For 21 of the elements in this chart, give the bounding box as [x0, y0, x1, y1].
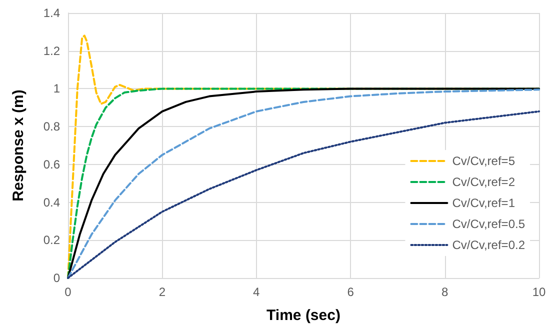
x-tick-label: 4	[253, 285, 260, 299]
legend-label: Cv/Cv,ref=2	[452, 175, 516, 189]
y-tick-label: 0.6	[43, 157, 60, 172]
y-tick-label: 1.2	[43, 44, 60, 58]
legend-label: Cv/Cv,ref=1	[452, 196, 516, 210]
y-tick-label: 1	[53, 82, 60, 96]
legend-label: Cv/Cv,ref=5	[452, 154, 516, 168]
y-tick-label: 1.4	[43, 6, 60, 20]
legend-label: Cv/Cv,ref=0.2	[452, 238, 526, 252]
x-tick-label: 2	[158, 285, 166, 299]
y-axis-title: Response x (m)	[10, 90, 27, 202]
y-tick-label: 0.2	[43, 233, 60, 248]
x-axis-title: Time (sec)	[266, 307, 340, 324]
y-tick-label: 0.4	[43, 195, 60, 210]
x-tick-label: 10	[532, 285, 546, 299]
x-tick-label: 6	[347, 285, 354, 299]
x-tick-label: 0	[64, 285, 72, 299]
y-tick-label: 0	[53, 271, 60, 285]
legend-label: Cv/Cv,ref=0.5	[452, 217, 526, 231]
y-tick-label: 0.8	[43, 120, 60, 134]
x-tick-label: 8	[441, 285, 448, 299]
